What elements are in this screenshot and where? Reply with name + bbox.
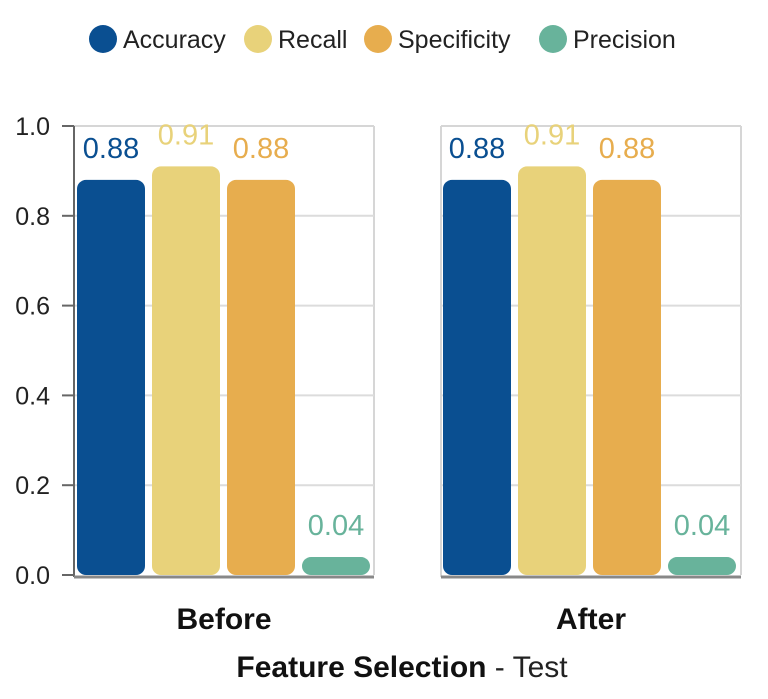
y-tick-label: 0.4 (15, 382, 50, 410)
legend-swatch (89, 25, 117, 53)
bar-after-accuracy (443, 179, 511, 575)
legend-swatch (244, 25, 272, 53)
legend-label: Specificity (398, 26, 511, 54)
bar-before-precision (302, 557, 370, 575)
data-label-precision: 0.04 (674, 510, 730, 542)
legend-swatch (364, 25, 392, 53)
bottom-title-main: Feature Selection (236, 651, 486, 684)
y-tick-label: 0.8 (15, 203, 50, 231)
bar-after-recall (518, 166, 586, 575)
y-tick-label: 0.0 (15, 562, 50, 590)
chart-panels: 0.0 0.2 0.4 0.6 0.8 1.0 0.88 0.91 0.88 0.04 Before… (15, 113, 742, 636)
legend-item-recall: Recall (244, 25, 347, 54)
legend-item-precision: Precision (539, 25, 676, 54)
bar-after-specificity (593, 179, 661, 575)
y-tick-label: 0.2 (15, 472, 50, 500)
data-label-precision: 0.04 (308, 510, 364, 542)
chart-bottom-title: Feature Selection - Test (236, 651, 568, 684)
data-label-specificity: 0.88 (599, 133, 655, 165)
legend-label: Recall (278, 26, 347, 54)
data-label-specificity: 0.88 (233, 133, 289, 165)
legend-swatch (539, 25, 567, 53)
data-label-accuracy: 0.88 (83, 133, 139, 165)
panel-before: 0.0 0.2 0.4 0.6 0.8 1.0 0.88 0.91 0.88 0.04 Before (15, 113, 375, 636)
bar-after-precision (668, 557, 736, 575)
data-label-recall: 0.91 (158, 119, 214, 151)
y-tick-label: 0.6 (15, 293, 50, 321)
panel-title: After (556, 603, 626, 636)
legend-label: Accuracy (123, 26, 226, 54)
data-label-accuracy: 0.88 (449, 133, 505, 165)
panel-after: 0.88 0.91 0.88 0.04 After (440, 119, 742, 636)
panel-title: Before (176, 603, 271, 636)
legend: Accuracy Recall Specificity Precision (89, 25, 676, 54)
legend-item-accuracy: Accuracy (89, 25, 226, 54)
legend-item-specificity: Specificity (364, 25, 511, 54)
bar-before-accuracy (77, 179, 145, 575)
legend-label: Precision (573, 26, 676, 54)
data-label-recall: 0.91 (524, 119, 580, 151)
bottom-title-sub: - Test (486, 651, 568, 684)
bar-before-recall (152, 166, 220, 575)
y-tick-label: 1.0 (15, 113, 50, 141)
bar-before-specificity (227, 179, 295, 575)
